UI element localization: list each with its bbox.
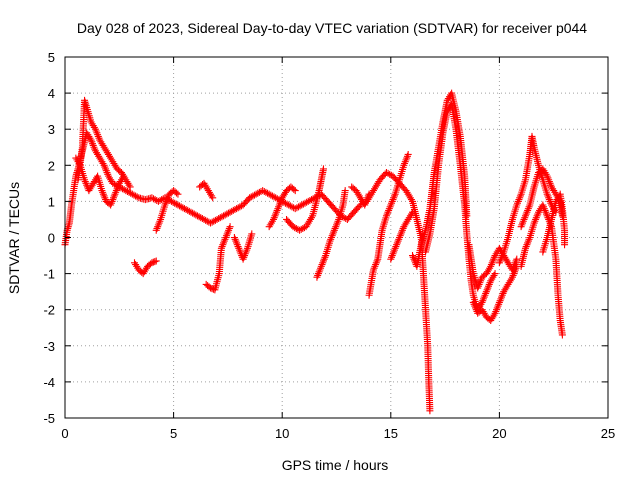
data-point: [409, 208, 417, 216]
data-point: [126, 183, 134, 191]
data-point: [341, 187, 349, 195]
data-point: [365, 190, 373, 198]
y-tick-label: 1: [48, 194, 55, 209]
data-point: [151, 196, 159, 204]
data-point: [226, 223, 234, 231]
data-point: [558, 331, 566, 339]
data-point: [291, 187, 299, 195]
x-tick-label: 15: [384, 426, 398, 441]
data-point: [248, 230, 256, 238]
y-tick-label: -5: [43, 411, 55, 426]
y-tick-label: -2: [43, 303, 55, 318]
data-point: [120, 172, 128, 180]
y-tick-label: -4: [43, 375, 55, 390]
x-axis-label: GPS time / hours: [282, 457, 389, 473]
y-tick-label: 2: [48, 158, 55, 173]
data-point: [149, 258, 157, 266]
x-tick-label: 25: [601, 426, 615, 441]
x-tick-label: 20: [492, 426, 506, 441]
data-point: [513, 255, 521, 263]
data-point: [561, 241, 569, 249]
data-point: [319, 165, 327, 173]
data-point: [148, 259, 156, 267]
y-tick-label: -1: [43, 267, 55, 282]
y-axis-label: SDTVAR / TECUs: [6, 182, 22, 294]
data-point: [404, 150, 412, 158]
data-point: [290, 185, 298, 193]
data-marks: [61, 89, 569, 415]
x-tick-label: 10: [275, 426, 289, 441]
chart-title: Day 028 of 2023, Sidereal Day-to-day VTE…: [77, 20, 587, 36]
x-tick-label: 0: [61, 426, 68, 441]
data-point: [426, 407, 434, 415]
data-point: [491, 270, 499, 278]
x-tick-label: 5: [170, 426, 177, 441]
y-tick-label: 3: [48, 122, 55, 137]
data-point: [386, 170, 394, 178]
y-tick-label: 0: [48, 231, 55, 246]
data-point: [209, 194, 217, 202]
data-point: [174, 190, 182, 198]
data-point: [133, 193, 141, 201]
data-point: [152, 257, 160, 265]
axis-ticks: [64, 56, 609, 419]
data-point: [299, 224, 307, 232]
y-tick-label: 4: [48, 86, 55, 101]
y-tick-label: -3: [43, 339, 55, 354]
y-tick-label: 5: [48, 50, 55, 65]
data-point: [292, 224, 300, 232]
x-tick-labels: 0 5 10 15 20 25: [61, 426, 615, 441]
data-point: [151, 258, 159, 266]
y-tick-labels: -5 -4 -3 -2 -1 0 1 2 3 4 5: [43, 50, 55, 426]
data-point: [172, 189, 180, 197]
data-point: [208, 285, 216, 293]
